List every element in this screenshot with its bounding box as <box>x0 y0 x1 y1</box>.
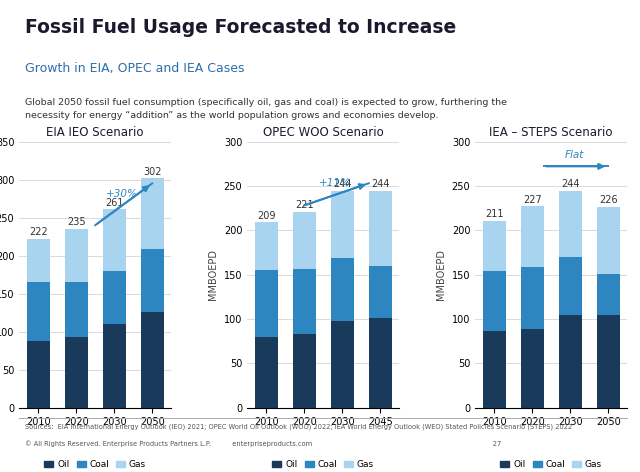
Text: 302: 302 <box>143 167 161 177</box>
Text: 261: 261 <box>105 198 124 208</box>
Bar <box>27 239 50 282</box>
Text: +11%: +11% <box>319 178 351 188</box>
Text: Growth in EIA, OPEC and IEA Cases: Growth in EIA, OPEC and IEA Cases <box>26 62 244 75</box>
Bar <box>65 337 88 408</box>
Bar <box>483 220 506 271</box>
Bar <box>255 337 278 408</box>
Bar <box>596 274 620 314</box>
Bar <box>331 258 353 321</box>
Text: 244: 244 <box>561 179 579 189</box>
Text: 222: 222 <box>29 228 47 237</box>
Title: IEA – STEPS Scenario: IEA – STEPS Scenario <box>490 126 613 139</box>
Text: 221: 221 <box>295 200 314 210</box>
Text: 209: 209 <box>257 211 275 220</box>
Text: © All Rights Reserved. Enterprise Products Partners L.P.          enterpriseprod: © All Rights Reserved. Enterprise Produc… <box>26 441 502 447</box>
Text: Sources:  EIA International Energy Outlook (IEO) 2021; OPEC World Oil Outlook (W: Sources: EIA International Energy Outloo… <box>26 423 573 430</box>
Bar <box>27 282 50 341</box>
Bar <box>141 312 164 408</box>
Bar <box>27 341 50 408</box>
Bar <box>559 314 582 408</box>
Bar <box>103 209 125 271</box>
Bar <box>521 267 543 329</box>
Bar <box>369 318 392 408</box>
Bar <box>521 206 543 267</box>
Y-axis label: MMBOEPD: MMBOEPD <box>436 249 446 300</box>
Bar <box>596 314 620 408</box>
Bar <box>292 211 316 270</box>
Text: Flat: Flat <box>564 150 584 160</box>
Bar <box>483 271 506 331</box>
Bar <box>141 178 164 249</box>
Y-axis label: MMBOEPD: MMBOEPD <box>208 249 218 300</box>
Text: 244: 244 <box>333 179 351 189</box>
Text: 244: 244 <box>371 179 390 189</box>
Bar <box>521 329 543 408</box>
Bar <box>65 229 88 282</box>
Bar <box>141 249 164 312</box>
Text: 235: 235 <box>67 218 86 228</box>
Title: OPEC WOO Scenario: OPEC WOO Scenario <box>263 126 383 139</box>
Legend: Oil, Coal, Gas: Oil, Coal, Gas <box>41 456 150 472</box>
Text: 226: 226 <box>599 195 618 205</box>
Text: 227: 227 <box>523 194 541 204</box>
Title: EIA IEO Scenario: EIA IEO Scenario <box>47 126 144 139</box>
Bar <box>103 271 125 324</box>
Bar <box>255 270 278 337</box>
Bar <box>292 334 316 408</box>
Bar <box>369 191 392 266</box>
Bar <box>331 191 353 258</box>
Bar <box>483 331 506 408</box>
Bar <box>103 324 125 408</box>
Bar <box>559 257 582 314</box>
Bar <box>596 207 620 274</box>
Legend: Oil, Coal, Gas: Oil, Coal, Gas <box>497 456 605 472</box>
Bar <box>559 191 582 257</box>
Bar <box>369 266 392 318</box>
Text: Fossil Fuel Usage Forecasted to Increase: Fossil Fuel Usage Forecasted to Increase <box>26 18 456 37</box>
Bar <box>255 222 278 270</box>
Bar <box>65 282 88 337</box>
Text: 211: 211 <box>485 209 504 219</box>
Bar <box>331 321 353 408</box>
Legend: Oil, Coal, Gas: Oil, Coal, Gas <box>269 456 378 472</box>
Bar <box>292 270 316 334</box>
Text: +30%: +30% <box>106 189 138 199</box>
Text: Global 2050 fossil fuel consumption (specifically oil, gas and coal) is expected: Global 2050 fossil fuel consumption (spe… <box>26 98 508 120</box>
